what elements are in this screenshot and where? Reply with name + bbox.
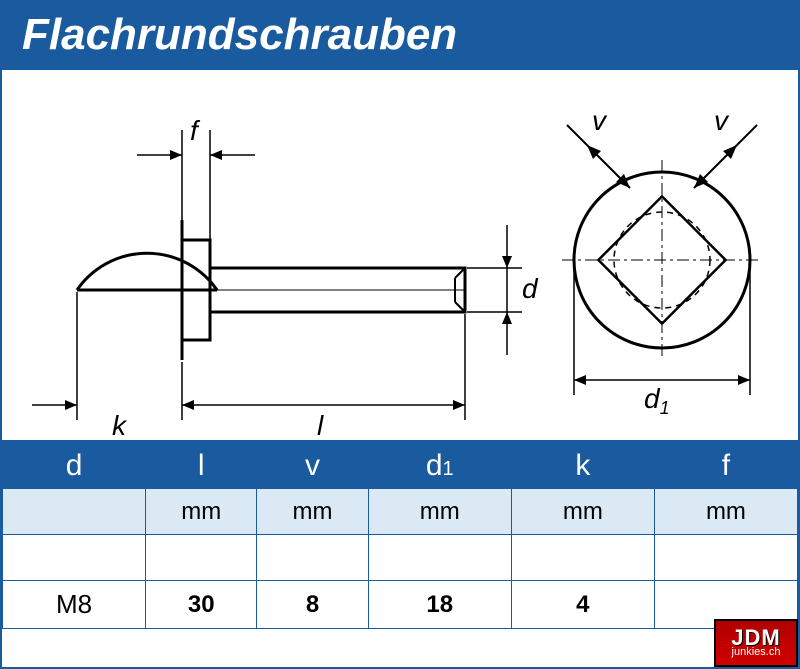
- unit-d: [3, 489, 146, 535]
- technical-drawing-svg: f d: [2, 70, 798, 442]
- diagram-area: f d: [2, 70, 798, 442]
- label-f: f: [190, 115, 201, 146]
- unit-v: mm: [257, 489, 368, 535]
- label-v1: v: [592, 105, 608, 136]
- label-d: d: [522, 273, 539, 304]
- val-v: 8: [257, 581, 368, 629]
- val-k: 4: [511, 581, 654, 629]
- header-row: d l v d1 k f: [3, 443, 798, 489]
- dim-v-left: v: [567, 105, 630, 188]
- col-l: l: [146, 443, 257, 489]
- col-d1: d1: [368, 443, 511, 489]
- spec-sheet-frame: Flachrundschrauben: [0, 0, 800, 669]
- val-d: M8: [3, 581, 146, 629]
- spec-table-wrap: d l v d1 k f mm mm mm mm mm M8 30: [2, 442, 798, 629]
- watermark-line2: junkies.ch: [732, 648, 781, 658]
- col-d: d: [3, 443, 146, 489]
- dim-k: k: [32, 292, 182, 441]
- title-bar: Flachrundschrauben: [2, 2, 798, 70]
- label-d1: d1: [644, 383, 670, 418]
- col-k: k: [511, 443, 654, 489]
- unit-d1: mm: [368, 489, 511, 535]
- col-v: v: [257, 443, 368, 489]
- label-l: l: [317, 410, 324, 441]
- unit-row: mm mm mm mm mm: [3, 489, 798, 535]
- empty-row: [3, 535, 798, 581]
- dim-l: l: [182, 314, 465, 441]
- watermark-badge: JDM junkies.ch: [714, 619, 798, 667]
- unit-k: mm: [511, 489, 654, 535]
- unit-l: mm: [146, 489, 257, 535]
- col-f: f: [654, 443, 797, 489]
- dim-f: f: [137, 115, 255, 265]
- spec-table: d l v d1 k f mm mm mm mm mm M8 30: [2, 442, 798, 629]
- label-k: k: [112, 410, 128, 441]
- label-v2: v: [714, 105, 730, 136]
- page-title: Flachrundschrauben: [22, 10, 457, 59]
- top-view: v v d1: [562, 105, 762, 418]
- data-row: M8 30 8 18 4: [3, 581, 798, 629]
- watermark-line1: JDM: [731, 628, 780, 648]
- val-d1: 18: [368, 581, 511, 629]
- dim-d: d: [467, 225, 539, 355]
- dim-v-right: v: [694, 105, 757, 188]
- side-view: f d: [32, 115, 539, 441]
- val-l: 30: [146, 581, 257, 629]
- unit-f: mm: [654, 489, 797, 535]
